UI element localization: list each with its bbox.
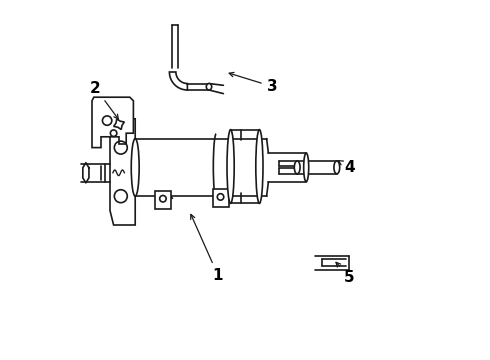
Ellipse shape: [334, 161, 340, 174]
Circle shape: [102, 116, 112, 125]
Ellipse shape: [206, 84, 212, 90]
Ellipse shape: [294, 161, 300, 174]
Polygon shape: [114, 119, 124, 130]
Ellipse shape: [256, 130, 263, 203]
Text: 2: 2: [90, 81, 118, 119]
Ellipse shape: [227, 130, 234, 203]
Text: 4: 4: [339, 160, 355, 175]
Ellipse shape: [304, 153, 309, 182]
Polygon shape: [92, 97, 133, 148]
Circle shape: [110, 130, 117, 136]
Polygon shape: [155, 191, 171, 209]
Text: 1: 1: [191, 215, 223, 283]
Text: 3: 3: [229, 72, 277, 94]
Ellipse shape: [131, 139, 139, 196]
Polygon shape: [213, 189, 229, 207]
Polygon shape: [110, 119, 135, 225]
Text: 5: 5: [336, 262, 355, 285]
Polygon shape: [170, 72, 187, 90]
